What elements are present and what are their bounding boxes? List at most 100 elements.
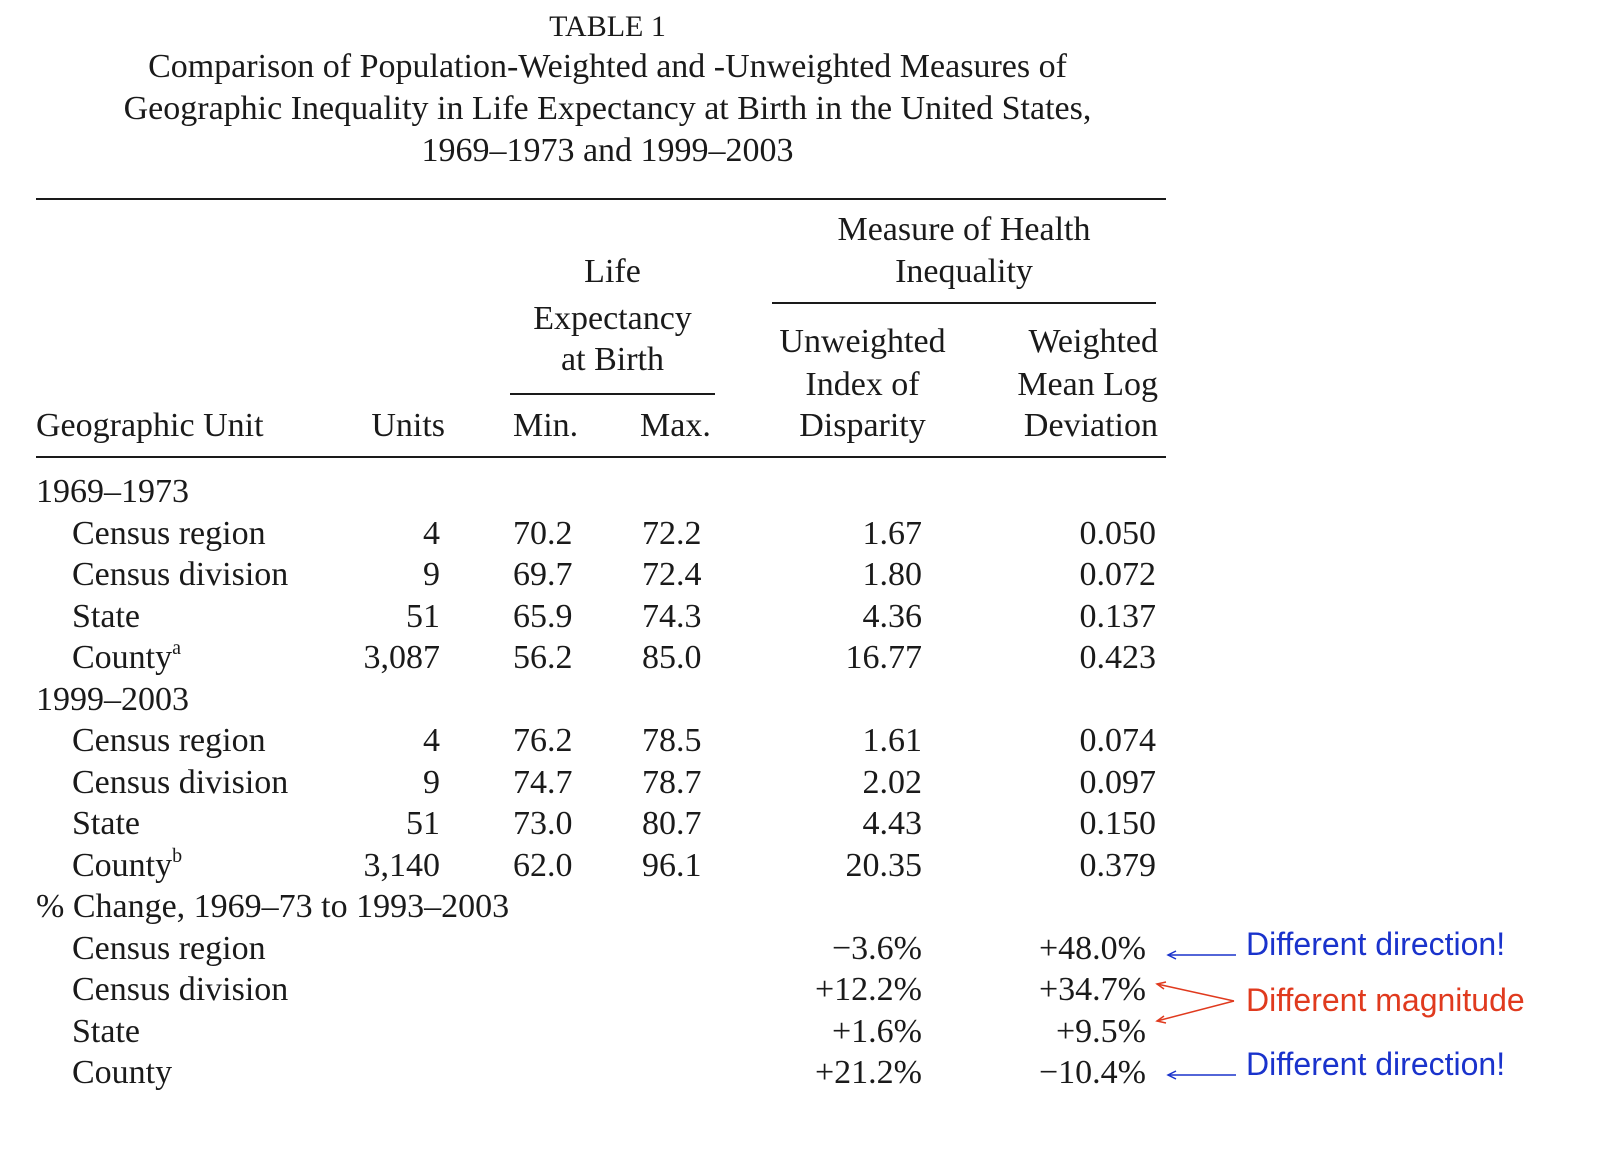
row-min: 76.2	[513, 722, 573, 759]
header-geographic-unit: Geographic Unit	[36, 407, 264, 444]
row-units: 4	[423, 722, 440, 759]
row-unit-label: Census division	[72, 763, 289, 801]
footnote-marker: b	[172, 844, 183, 867]
row-unweighted-index: 16.77	[845, 639, 923, 676]
row-units: 3,087	[363, 639, 441, 676]
row-max: 72.2	[642, 514, 702, 552]
row-unit-label: County	[72, 1054, 173, 1091]
row-geographic-unit: Census region	[72, 929, 266, 969]
row-weighted-mld: 0.072	[1079, 556, 1157, 593]
row-unit-label: State	[72, 805, 140, 842]
top-rule	[36, 198, 1166, 200]
row-unit-label: State	[72, 597, 140, 635]
row-unit-label: Census region	[72, 514, 266, 552]
row-unit-label: Census region	[72, 929, 266, 967]
row-max: 74.3	[642, 597, 702, 635]
header-unweighted-line2: Index of	[805, 366, 920, 403]
header-life-line3: at Birth	[561, 341, 664, 378]
row-units: 3,140	[363, 846, 441, 884]
life-group-rule	[510, 393, 715, 395]
row-unweighted-index: +21.2%	[815, 1054, 922, 1091]
table-caption-line2: Geographic Inequality in Life Expectancy…	[123, 90, 1092, 127]
row-unweighted-index: 4.36	[862, 597, 923, 635]
section-label: 1999–2003	[36, 680, 189, 718]
row-unweighted-index: +12.2%	[815, 971, 922, 1008]
row-geographic-unit: County	[72, 1053, 172, 1093]
row-unweighted-index: −3.6%	[832, 929, 922, 967]
row-weighted-mld: 0.097	[1079, 763, 1157, 801]
arrow-direction-1	[1166, 950, 1236, 960]
row-min: 70.2	[513, 514, 573, 552]
table-caption-line1: Comparison of Population-Weighted and -U…	[148, 48, 1067, 85]
row-unit-label: State	[72, 1012, 140, 1050]
row-weighted-mld: 0.423	[1079, 639, 1157, 676]
row-weighted-mld: +9.5%	[1056, 1012, 1146, 1050]
header-unweighted-line1: Unweighted	[779, 323, 946, 360]
row-unweighted-index: 4.43	[862, 805, 923, 842]
row-weighted-mld: −10.4%	[1039, 1054, 1146, 1091]
row-max: 78.5	[642, 722, 702, 759]
header-weighted-line3: Deviation	[1023, 407, 1158, 444]
header-life-line1: Life	[584, 253, 641, 290]
row-geographic-unit: State	[72, 804, 140, 844]
row-geographic-unit: State	[72, 1012, 140, 1052]
header-weighted-line2: Mean Log	[1017, 366, 1158, 403]
row-unit-label: Census region	[72, 722, 266, 759]
row-geographic-unit: Census division	[72, 763, 288, 803]
section-label: % Change, 1969–73 to 1993–2003	[36, 888, 510, 925]
section-label: 1969–1973	[36, 473, 189, 510]
row-min: 62.0	[513, 846, 573, 884]
row-units: 9	[423, 556, 440, 593]
header-health-line1: Measure of Health	[837, 211, 1091, 248]
row-unweighted-index: 1.67	[862, 514, 923, 552]
row-max: 85.0	[642, 639, 702, 676]
row-weighted-mld: +48.0%	[1039, 929, 1146, 967]
header-max: Max.	[640, 407, 711, 444]
header-bottom-rule	[36, 456, 1166, 458]
row-unweighted-index: 2.02	[862, 763, 923, 801]
row-unweighted-index: 1.61	[862, 722, 923, 759]
row-geographic-unit: State	[72, 597, 140, 637]
row-weighted-mld: 0.379	[1079, 846, 1157, 884]
row-max: 96.1	[642, 846, 702, 884]
row-weighted-mld: 0.074	[1079, 722, 1157, 759]
footnote-marker: a	[172, 637, 182, 659]
row-weighted-mld: +34.7%	[1039, 971, 1146, 1008]
row-unit-label: County	[72, 639, 173, 676]
note-different-direction-1: Different direction!	[1246, 926, 1506, 962]
header-min: Min.	[513, 407, 579, 444]
row-min: 69.7	[513, 556, 573, 593]
row-geographic-unit: Census region	[72, 721, 266, 761]
row-units: 51	[406, 805, 440, 842]
health-group-rule	[772, 302, 1156, 304]
row-units: 9	[423, 763, 440, 801]
header-health-line2: Inequality	[895, 253, 1033, 290]
row-geographic-unit: Countya	[72, 637, 182, 682]
row-max: 72.4	[642, 556, 702, 593]
note-different-magnitude: Different magnitude	[1246, 982, 1525, 1018]
row-min: 73.0	[513, 805, 573, 842]
header-unweighted-line3: Disparity	[799, 407, 926, 444]
row-geographic-unit: Countyb	[72, 844, 183, 890]
arrow-magnitude	[1155, 981, 1235, 1024]
row-weighted-mld: 0.050	[1079, 514, 1157, 552]
note-different-direction-2: Different direction!	[1246, 1046, 1506, 1082]
header-units: Units	[371, 407, 445, 444]
header-weighted-line1: Weighted	[1028, 323, 1158, 360]
arrow-direction-2	[1166, 1070, 1236, 1080]
row-weighted-mld: 0.137	[1079, 597, 1157, 635]
row-unit-label: Census division	[72, 971, 289, 1008]
row-max: 78.7	[642, 763, 702, 801]
row-units: 4	[423, 514, 440, 552]
row-unweighted-index: 1.80	[862, 556, 923, 593]
row-unweighted-index: 20.35	[845, 846, 923, 884]
row-min: 65.9	[513, 597, 573, 635]
row-geographic-unit: Census division	[72, 555, 288, 595]
row-unit-label: County	[72, 846, 173, 884]
row-geographic-unit: Census region	[72, 514, 266, 554]
row-weighted-mld: 0.150	[1079, 805, 1157, 842]
row-min: 56.2	[513, 639, 573, 676]
row-min: 74.7	[513, 763, 573, 801]
row-unweighted-index: +1.6%	[832, 1012, 922, 1050]
